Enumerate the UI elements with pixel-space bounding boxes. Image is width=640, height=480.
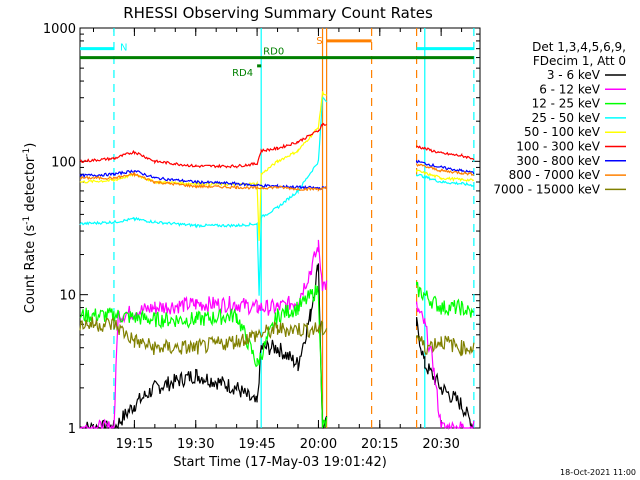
y-tick-label: 10 <box>59 289 76 304</box>
legend-label-25-50-kev: 25 - 50 keV <box>532 111 601 125</box>
series-line-50-100-kev <box>79 90 475 241</box>
flag-label-rd0: RD0 <box>263 47 284 58</box>
flag-bars: N S RD0 RD4 <box>80 36 474 79</box>
render-timestamp: 18-Oct-2021 11:00 <box>560 468 636 477</box>
legend-header-1: Det 1,3,4,5,6,9, <box>532 40 626 54</box>
chart-title: RHESSI Observing Summary Count Rates <box>123 4 433 22</box>
series-line-3-6-kev <box>79 263 474 430</box>
legend: Det 1,3,4,5,6,9, FDecim 1, Att 0 3 - 6 k… <box>493 40 626 196</box>
legend-label-7000-15000-kev: 7000 - 15000 keV <box>493 182 600 196</box>
y-axis-label-exp1: -1 <box>22 216 32 225</box>
y-tick-label: 1 <box>68 422 76 437</box>
x-tick-label: 19:15 <box>116 437 153 452</box>
series-line-800-7000-kev <box>79 162 475 192</box>
legend-label-300-800-kev: 300 - 800 keV <box>516 154 600 168</box>
x-tick-label: 20:15 <box>361 437 398 452</box>
legend-label-100-300-kev: 100 - 300 keV <box>516 140 600 154</box>
y-tick-label: 1000 <box>43 22 76 37</box>
flag-label-n: N <box>120 43 127 54</box>
y-axis-ticks: 1 10 100 1000 <box>43 22 480 437</box>
legend-label-800-7000-kev: 800 - 7000 keV <box>509 168 601 182</box>
legend-header-2: FDecim 1, Att 0 <box>533 54 626 68</box>
x-tick-label: 20:30 <box>422 437 459 452</box>
series-lines <box>79 90 475 431</box>
legend-label-3-6-kev: 3 - 6 keV <box>547 68 601 82</box>
series-line-6-12-kev <box>80 239 475 431</box>
flag-label-rd4: RD4 <box>232 68 253 79</box>
y-axis-label-main: Count Rate (s <box>23 225 38 314</box>
series-line-12-25-kev <box>79 281 475 429</box>
series-line-300-800-kev <box>79 159 475 190</box>
y-tick-label: 100 <box>51 155 76 170</box>
legend-label-6-12-kev: 6 - 12 keV <box>539 82 601 96</box>
y-axis-label: Count Rate (s-1 detector-1) <box>22 143 38 314</box>
y-axis-label-exp2: -1 <box>22 148 32 157</box>
series-line-25-50-kev <box>79 96 475 296</box>
x-axis-ticks: 19:15 19:30 19:45 20:00 20:15 20:30 <box>92 28 463 452</box>
x-axis-label: Start Time (17-May-03 19:01:42) <box>173 455 387 470</box>
legend-label-12-25-kev: 12 - 25 keV <box>532 97 601 111</box>
y-axis-label-end: ) <box>23 143 38 148</box>
plot-frame <box>79 27 481 429</box>
series-line-100-300-kev <box>79 122 475 169</box>
flag-label-s: S <box>316 36 322 47</box>
y-axis-label-mid: detector <box>23 156 38 216</box>
x-tick-label: 19:45 <box>238 437 275 452</box>
x-tick-label: 19:30 <box>177 437 214 452</box>
legend-label-50-100-kev: 50 - 100 keV <box>524 125 601 139</box>
vertical-markers <box>113 28 475 428</box>
series-line-7000-15000-kev <box>79 316 475 357</box>
x-tick-label: 20:00 <box>300 437 337 452</box>
